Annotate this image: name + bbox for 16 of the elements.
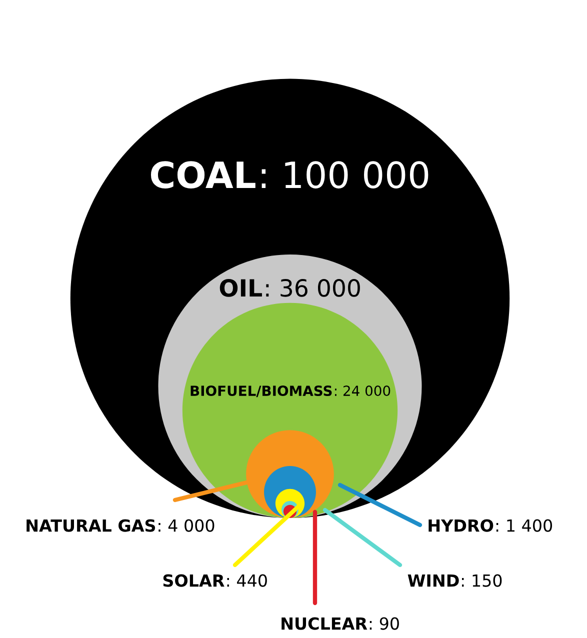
data-label: : 150 [462, 574, 502, 587]
category-label: OIL [220, 278, 262, 297]
data-label: : 440 [227, 574, 267, 587]
data-label: : 36 000 [266, 278, 360, 297]
category-label: WIND [408, 574, 459, 587]
category-label: NUCLEAR [282, 617, 368, 630]
category-label: HYDRO [428, 519, 494, 532]
category-label: SOLAR [163, 574, 224, 587]
data-label: : 4 000 [158, 519, 214, 532]
category-label: BIOFUEL/BIOMASS [190, 386, 332, 398]
category-label: COAL [150, 161, 256, 188]
data-label: : 24 000 [335, 386, 390, 396]
category-label: NATURAL GAS [26, 519, 156, 532]
data-label: : 1 400 [496, 519, 552, 532]
data-label: : 90 [370, 617, 399, 630]
data-label: : 100 000 [262, 161, 428, 188]
